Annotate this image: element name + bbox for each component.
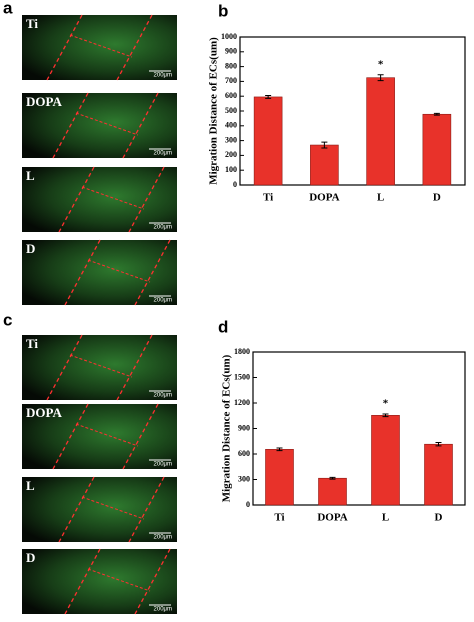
- x-tick-label: DOPA: [317, 512, 347, 524]
- panel-letter: d: [218, 317, 228, 336]
- y-tick-label: 1000: [221, 32, 237, 41]
- y-axis-label: Migration Distance of ECs(um): [221, 354, 233, 502]
- y-tick-label: 1200: [234, 398, 250, 407]
- boundary-line: [46, 14, 83, 81]
- scale-label: 200μm: [154, 73, 172, 79]
- micrograph: [22, 335, 177, 400]
- panel-letter: b: [218, 1, 228, 20]
- migration-arrow: [81, 496, 145, 520]
- x-tick-label: D: [433, 192, 441, 204]
- boundary-line: [58, 166, 95, 233]
- error-bar: [276, 447, 283, 452]
- y-tick-label: 100: [225, 165, 237, 174]
- bar: [318, 477, 347, 506]
- y-tick-label: 1500: [234, 372, 250, 381]
- x-tick-label: L: [382, 512, 389, 524]
- micrograph: [22, 477, 177, 542]
- scale-label: 200μm: [154, 462, 172, 468]
- micrograph: [22, 167, 177, 232]
- panel-letter: a: [3, 0, 13, 17]
- y-tick-label: 700: [225, 76, 237, 85]
- y-tick-label: 200: [225, 150, 237, 159]
- boundary-line: [116, 14, 153, 81]
- boundary-line: [52, 403, 89, 470]
- error-bar: [329, 476, 336, 480]
- y-tick-label: 500: [225, 106, 237, 115]
- y-tick-label: 300: [225, 135, 237, 144]
- y-tick-label: 800: [225, 61, 237, 70]
- error-bar: [377, 74, 384, 82]
- boundary-line: [46, 334, 83, 401]
- boundary-line: [64, 548, 101, 615]
- y-tick-label: 300: [238, 474, 250, 483]
- boundary-line: [134, 548, 171, 615]
- migration-arrow: [87, 568, 151, 592]
- bar: [265, 449, 294, 506]
- y-tick-label: 600: [225, 91, 237, 100]
- scale-label: 200μm: [154, 225, 172, 231]
- error-bar: [321, 141, 328, 149]
- boundary-line: [52, 92, 89, 159]
- bar: [422, 113, 452, 186]
- error-bar: [265, 94, 272, 99]
- boundary-line: [122, 403, 159, 470]
- micrograph: [22, 549, 177, 614]
- migration-arrow: [69, 354, 133, 378]
- panel-letter: c: [3, 310, 12, 329]
- x-tick-label: L: [377, 192, 384, 204]
- micrograph: [22, 93, 177, 158]
- image-label: D: [26, 241, 35, 256]
- boundary-line: [128, 476, 165, 543]
- x-tick-label: Ti: [263, 192, 273, 204]
- image-label: Ti: [26, 16, 38, 31]
- migration-arrow: [87, 259, 151, 283]
- scale-label: 200μm: [154, 151, 172, 157]
- image-label: L: [26, 168, 35, 183]
- bar: [310, 144, 339, 186]
- boundary-line: [116, 334, 153, 401]
- boundary-line: [128, 166, 165, 233]
- y-tick-label: 0: [246, 500, 250, 509]
- scale-label: 200μm: [154, 298, 172, 304]
- y-tick-label: 900: [225, 47, 237, 56]
- y-tick-label: 1800: [234, 347, 250, 356]
- y-tick-label: 900: [238, 423, 250, 432]
- boundary-line: [134, 239, 171, 306]
- migration-arrow: [75, 423, 139, 447]
- migration-arrow: [69, 34, 133, 58]
- image-label: L: [26, 478, 35, 493]
- bar: [253, 96, 283, 186]
- bar: [424, 443, 453, 506]
- x-tick-label: D: [435, 512, 443, 524]
- micrograph: [22, 404, 177, 469]
- x-tick-label: Ti: [274, 512, 284, 524]
- image-label: Ti: [26, 336, 38, 351]
- migration-arrow: [75, 112, 139, 136]
- y-axis-label: Migration Distance of ECs(um): [208, 37, 220, 185]
- significance-mark: *: [383, 398, 389, 410]
- y-tick-label: 600: [238, 449, 250, 458]
- migration-arrow: [81, 186, 145, 210]
- micrograph: [22, 240, 177, 305]
- y-tick-label: 0: [233, 180, 237, 189]
- micrograph: [22, 15, 177, 80]
- boundary-line: [122, 92, 159, 159]
- error-bar: [435, 442, 442, 447]
- error-bar: [433, 112, 440, 116]
- y-tick-label: 400: [225, 121, 237, 130]
- bar: [366, 77, 395, 186]
- boundary-line: [58, 476, 95, 543]
- scale-label: 200μm: [154, 535, 172, 541]
- scale-label: 200μm: [154, 607, 172, 613]
- bar: [371, 415, 400, 506]
- significance-mark: *: [378, 58, 384, 70]
- scale-label: 200μm: [154, 393, 172, 399]
- error-bar: [382, 413, 389, 418]
- x-tick-label: DOPA: [309, 192, 339, 204]
- image-label: DOPA: [26, 94, 62, 109]
- image-label: DOPA: [26, 405, 62, 420]
- image-label: D: [26, 550, 35, 565]
- boundary-line: [64, 239, 101, 306]
